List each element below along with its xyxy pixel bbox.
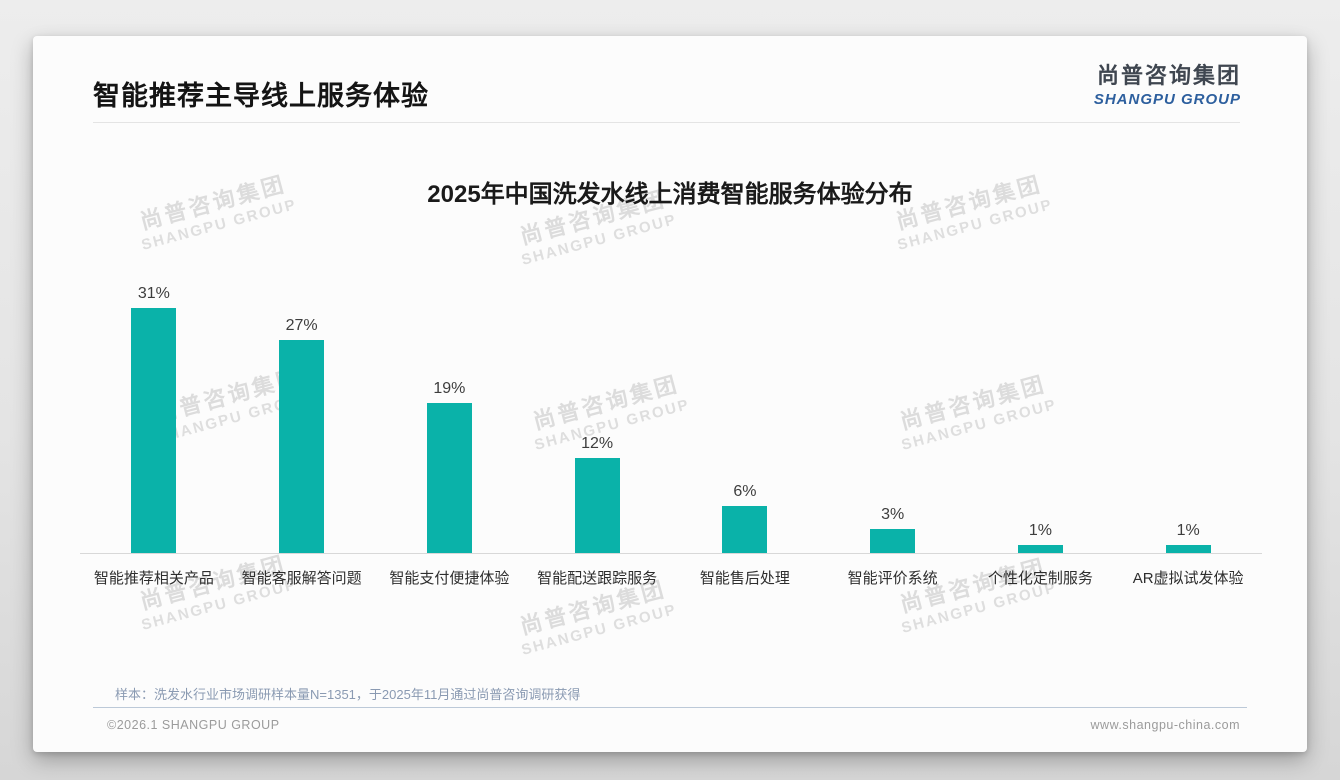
bar-column: 6% bbox=[671, 276, 819, 553]
x-axis-line bbox=[80, 553, 1262, 554]
footer-copyright: ©2026.1 SHANGPU GROUP bbox=[107, 718, 280, 732]
logo-english-text: SHANGPU GROUP bbox=[1093, 91, 1241, 108]
bar-column: 27% bbox=[228, 276, 376, 553]
bar bbox=[279, 339, 325, 553]
chart-title: 2025年中国洗发水线上消费智能服务体验分布 bbox=[427, 181, 913, 208]
category-label: 智能配送跟踪服务 bbox=[537, 570, 658, 587]
bar-value-label: 1% bbox=[1028, 522, 1052, 540]
watermark: 尚普咨询集团 SHANGPU GROUP bbox=[872, 543, 1078, 642]
slide-card: 尚普咨询集团 SHANGPU GROUP 尚普咨询集团 SHANGPU GROUP 尚普… bbox=[33, 36, 1307, 752]
bar bbox=[131, 308, 177, 553]
bar bbox=[1165, 545, 1211, 553]
bar-value-label: 1% bbox=[1176, 522, 1200, 540]
bar bbox=[1017, 545, 1063, 553]
bar-value-label: 6% bbox=[733, 482, 757, 500]
footer: ©2026.1 SHANGPU GROUP www.shangpu-china.… bbox=[107, 718, 1240, 732]
category-label: 智能售后处理 bbox=[699, 570, 790, 587]
x-axis-labels: 智能推荐相关产品 智能客服解答问题 智能支付便捷体验 智能配送跟踪服务 智能售后处理 智能… bbox=[80, 567, 1262, 588]
category-label: 智能支付便捷体验 bbox=[389, 570, 510, 587]
category-label: 智能客服解答问题 bbox=[241, 570, 362, 587]
category-label: 个性化定制服务 bbox=[987, 570, 1093, 587]
bar-column: 31% bbox=[80, 276, 228, 553]
bar-column: 19% bbox=[376, 276, 524, 553]
sample-note: 样本：洗发水行业市场调研样本量N=1351，于2025年11月通过尚普咨询调研获… bbox=[115, 687, 581, 702]
bar-column: 1% bbox=[967, 276, 1115, 553]
bar-value-label: 3% bbox=[881, 506, 905, 524]
bar bbox=[870, 529, 916, 553]
bar-column: 3% bbox=[819, 276, 967, 553]
bar-value-label: 31% bbox=[137, 285, 170, 303]
footer-divider bbox=[93, 707, 1247, 708]
bar bbox=[722, 505, 768, 553]
logo-chinese-text: 尚普咨询集团 bbox=[1096, 63, 1241, 88]
category-label: 智能推荐相关产品 bbox=[93, 570, 214, 587]
bar-value-label: 19% bbox=[433, 379, 466, 397]
watermark-english-text: SHANGPU GROUP bbox=[519, 211, 679, 269]
bar bbox=[574, 458, 620, 553]
title-divider bbox=[93, 122, 1240, 123]
category-label: AR虚拟试发体验 bbox=[1132, 570, 1244, 587]
watermark: 尚普咨询集团 SHANGPU GROUP bbox=[112, 540, 318, 639]
watermark-english-text: SHANGPU GROUP bbox=[519, 601, 679, 659]
company-logo: 尚普咨询集团 SHANGPU GROUP bbox=[1094, 58, 1241, 108]
bar-chart: 31% 27% 19% 12% 6% 3% 1% 1% bbox=[80, 276, 1262, 553]
bar bbox=[426, 402, 472, 553]
bar-column: 12% bbox=[523, 276, 671, 553]
category-label: 智能评价系统 bbox=[847, 570, 938, 587]
page-title: 智能推荐主导线上服务体验 bbox=[93, 81, 429, 111]
footer-website: www.shangpu-china.com bbox=[1090, 718, 1240, 732]
bar-value-label: 12% bbox=[581, 435, 614, 453]
bar-value-label: 27% bbox=[285, 316, 318, 334]
bar-column: 1% bbox=[1114, 276, 1262, 553]
